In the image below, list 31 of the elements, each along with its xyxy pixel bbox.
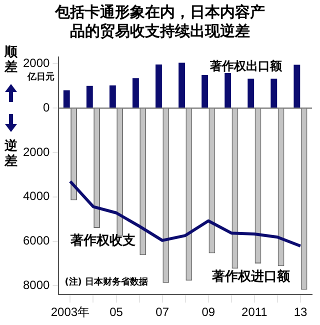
y-tick-label: 0 bbox=[43, 100, 50, 114]
bar bbox=[248, 78, 254, 108]
bar bbox=[86, 86, 93, 108]
y-tick-label: 2000 bbox=[22, 56, 50, 70]
x-tick-label: 07 bbox=[156, 305, 170, 320]
y-tick-label: 6000 bbox=[22, 234, 50, 248]
series-label: 著作权出口额 bbox=[209, 59, 283, 73]
bar bbox=[132, 78, 139, 108]
bar bbox=[63, 90, 70, 108]
x-tick-label: 2003年 bbox=[50, 305, 90, 320]
text: 顺差 bbox=[4, 45, 18, 76]
chart-title: 包括卡通形象在内，日本内容产品的贸易收支持续出现逆差 bbox=[55, 2, 265, 41]
text: 逆差 bbox=[4, 138, 18, 170]
series-label: 著作权进口额 bbox=[211, 268, 291, 285]
series-label: 著作权收支 bbox=[70, 232, 136, 249]
annotation: (注) 日本财务省数据 bbox=[64, 276, 148, 288]
x-tick-label: 05 bbox=[110, 305, 124, 320]
bar bbox=[156, 64, 162, 108]
y-axis-title: 亿日元 bbox=[26, 72, 55, 83]
x-tick-label: 09 bbox=[202, 305, 216, 320]
bar bbox=[294, 64, 300, 108]
bar bbox=[109, 85, 116, 108]
y-tick-label: 4000 bbox=[22, 189, 50, 204]
x-tick-label: 2011 bbox=[242, 305, 268, 320]
bar bbox=[270, 78, 278, 108]
bar bbox=[224, 72, 232, 108]
bar bbox=[202, 74, 208, 108]
y-tick-label: 8000 bbox=[22, 278, 50, 292]
x-tick-label: 13 bbox=[294, 305, 308, 320]
y-tick-label: 2000 bbox=[22, 144, 50, 159]
bar bbox=[178, 62, 185, 108]
